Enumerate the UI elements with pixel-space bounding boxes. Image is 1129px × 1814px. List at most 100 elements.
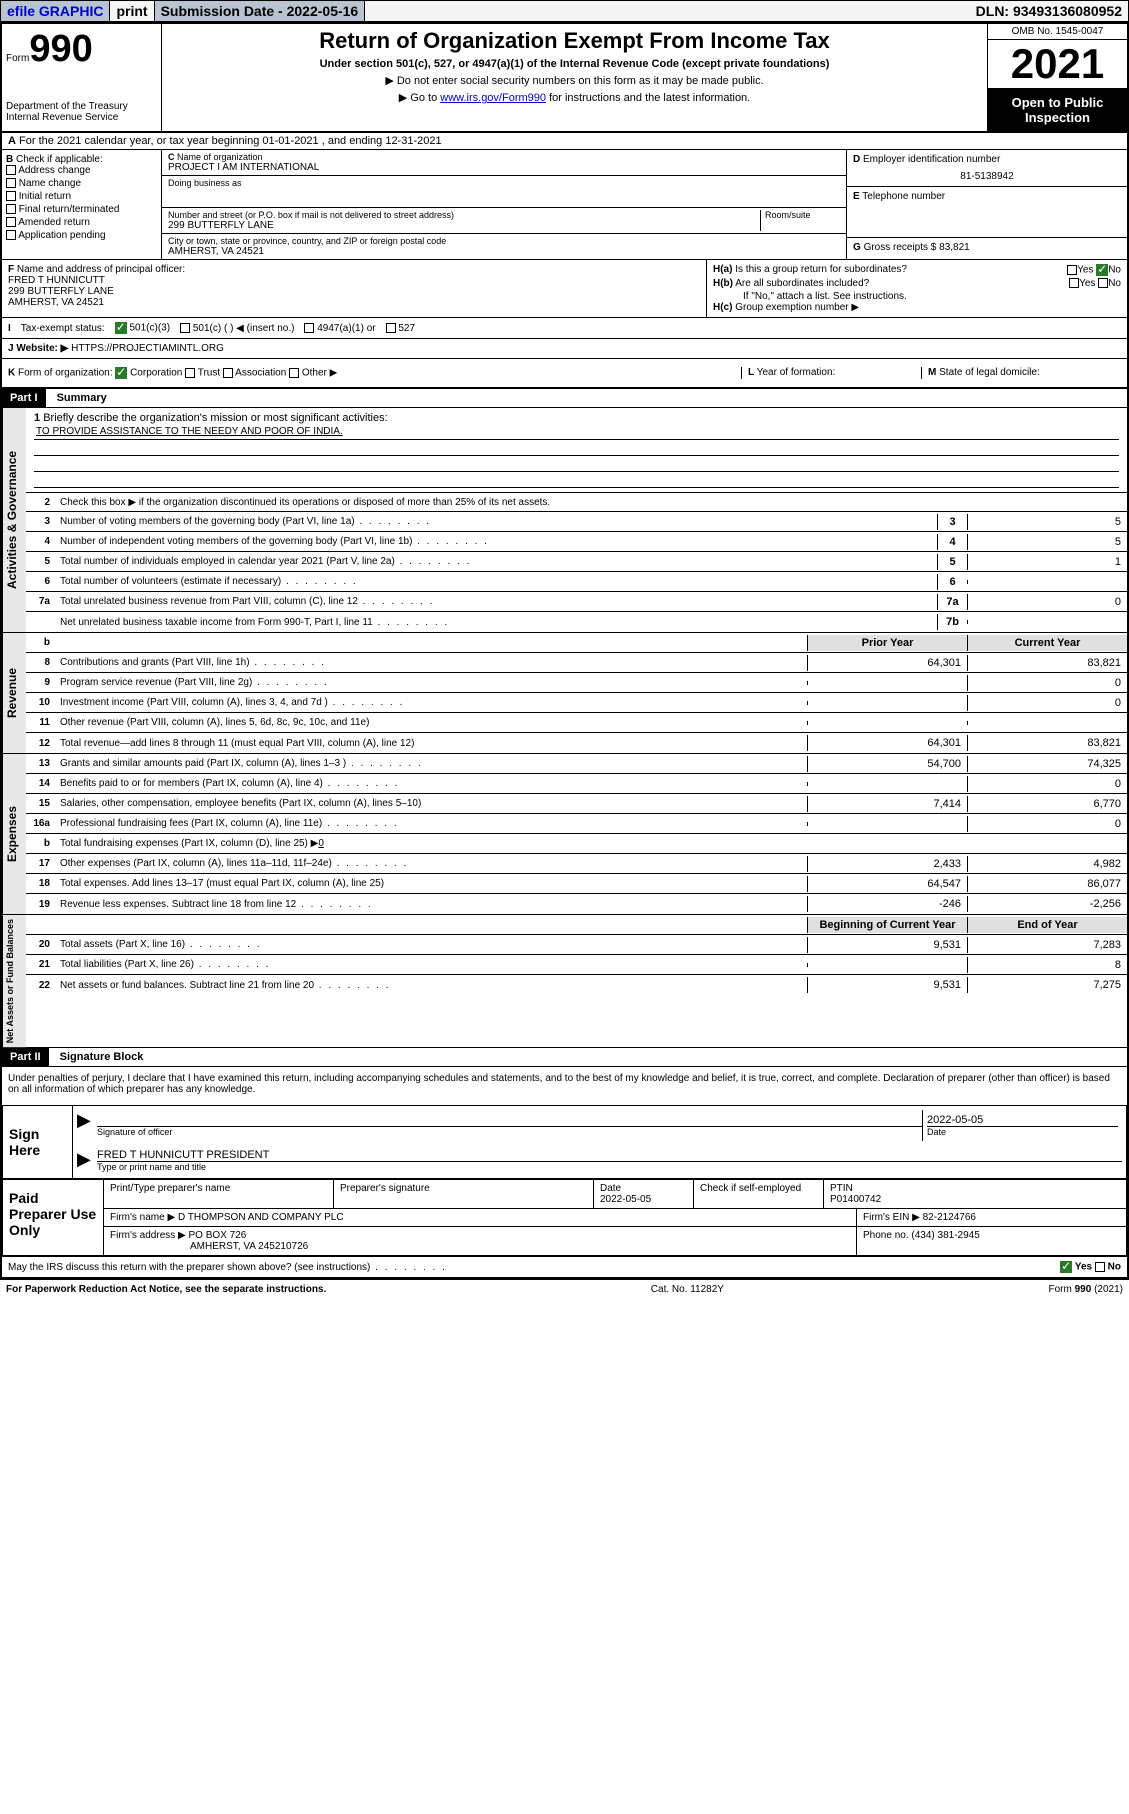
chk-discuss-yes[interactable] <box>1060 1261 1072 1273</box>
col-c-org: C Name of organization PROJECT I AM INTE… <box>162 150 847 259</box>
footer-catno: Cat. No. 11282Y <box>651 1284 724 1295</box>
dln-number: DLN: 93493136080952 <box>970 1 1128 21</box>
p13: 54,700 <box>807 756 967 772</box>
website-value[interactable]: HTTPS://PROJECTIAMINTL.ORG <box>71 343 224 354</box>
chk-final[interactable] <box>6 204 16 214</box>
tab-expenses: Expenses <box>2 754 26 914</box>
firm-name: D THOMPSON AND COMPANY PLC <box>178 1212 344 1223</box>
chk-discuss-no[interactable] <box>1095 1262 1105 1272</box>
footer-form: Form 990 (2021) <box>1049 1284 1123 1295</box>
c9: 0 <box>967 675 1127 691</box>
discuss-row: May the IRS discuss this return with the… <box>2 1256 1127 1277</box>
p18: 64,547 <box>807 876 967 892</box>
row-i-status: I Tax-exempt status: 501(c)(3) 501(c) ( … <box>2 318 1127 339</box>
c10: 0 <box>967 695 1127 711</box>
e20: 7,283 <box>967 937 1127 953</box>
tab-netassets: Net Assets or Fund Balances <box>2 915 26 1047</box>
arrow-icon: ▶ <box>77 1110 91 1131</box>
gross-receipts: 83,821 <box>939 242 970 253</box>
org-street: 299 BUTTERFLY LANE <box>168 220 760 231</box>
chk-pending[interactable] <box>6 230 16 240</box>
row-fh: F Name and address of principal officer:… <box>2 260 1127 318</box>
chk-501c[interactable] <box>180 323 190 333</box>
tab-governance: Activities & Governance <box>2 408 26 632</box>
chk-address[interactable] <box>6 165 16 175</box>
sign-here-label: Sign Here <box>3 1106 73 1178</box>
h-group: H(a) Is this a group return for subordin… <box>707 260 1127 317</box>
firm-ein: 82-2124766 <box>923 1212 976 1223</box>
row-j-website: J Website: ▶ HTTPS://PROJECTIAMINTL.ORG <box>2 339 1127 359</box>
chk-hb-yes[interactable] <box>1069 278 1079 288</box>
paid-preparer-box: Paid Preparer Use Only Print/Type prepar… <box>2 1179 1127 1256</box>
governance-section: Activities & Governance 1 Briefly descri… <box>2 408 1127 633</box>
efile-link[interactable]: efile GRAPHIC <box>1 1 110 21</box>
row-k-formorg: K Form of organization: Corporation Trus… <box>2 359 1127 389</box>
netassets-section: Net Assets or Fund Balances Beginning of… <box>2 915 1127 1048</box>
chk-corp[interactable] <box>115 367 127 379</box>
chk-hb-no[interactable] <box>1098 278 1108 288</box>
irs-link[interactable]: www.irs.gov/Form990 <box>440 92 546 104</box>
officer-sig-label: Signature of officer <box>97 1126 922 1137</box>
firm-phone: (434) 381-2945 <box>911 1230 979 1241</box>
v-line5: 1 <box>967 554 1127 570</box>
c12: 83,821 <box>967 735 1127 751</box>
chk-501c3[interactable] <box>115 322 127 334</box>
p19: -246 <box>807 896 967 912</box>
officer-name: FRED T HUNNICUTT PRESIDENT <box>97 1149 1122 1161</box>
chk-name[interactable] <box>6 178 16 188</box>
chk-assoc[interactable] <box>223 368 233 378</box>
print-label[interactable]: print <box>110 1 154 21</box>
col-de: D Employer identification number 81-5138… <box>847 150 1127 259</box>
form-subtitle: Under section 501(c), 527, or 4947(a)(1)… <box>166 58 983 70</box>
v-line6 <box>967 580 1127 584</box>
submission-date: Submission Date - 2022-05-16 <box>155 1 366 21</box>
prep-date: 2022-05-05 <box>600 1194 651 1205</box>
part-i-hdr: Part I <box>2 389 46 407</box>
row-a-period: A For the 2021 calendar year, or tax yea… <box>2 133 1127 150</box>
chk-ha-no[interactable] <box>1096 264 1108 276</box>
chk-trust[interactable] <box>185 368 195 378</box>
c13: 74,325 <box>967 756 1127 772</box>
arrow-icon: ▶ <box>77 1149 91 1170</box>
sign-here-row: Sign Here ▶ Signature of officer 2022-05… <box>2 1105 1127 1179</box>
chk-initial[interactable] <box>6 191 16 201</box>
b20: 9,531 <box>807 937 967 953</box>
e21: 8 <box>967 957 1127 973</box>
footer: For Paperwork Reduction Act Notice, see … <box>0 1279 1129 1299</box>
open-public-badge: Open to Public Inspection <box>988 89 1127 131</box>
p17: 2,433 <box>807 856 967 872</box>
e22: 7,275 <box>967 977 1127 993</box>
part-ii-hdr: Part II <box>2 1048 49 1066</box>
p15: 7,414 <box>807 796 967 812</box>
org-city: AMHERST, VA 24521 <box>168 246 840 257</box>
v-line3: 5 <box>967 514 1127 530</box>
c18: 86,077 <box>967 876 1127 892</box>
b22: 9,531 <box>807 977 967 993</box>
tax-year: 2021 <box>988 40 1127 89</box>
chk-other[interactable] <box>289 368 299 378</box>
col-b-checkboxes: B Check if applicable: Address change Na… <box>2 150 162 259</box>
f-officer: F Name and address of principal officer:… <box>2 260 707 317</box>
form-number: 990 <box>29 28 92 70</box>
part-ii-bar: Part II Signature Block <box>2 1048 1127 1067</box>
revenue-section: Revenue bPrior YearCurrent Year 8Contrib… <box>2 633 1127 754</box>
chk-527[interactable] <box>386 323 396 333</box>
expenses-section: Expenses 13Grants and similar amounts pa… <box>2 754 1127 915</box>
chk-ha-yes[interactable] <box>1067 265 1077 275</box>
header-mid: Return of Organization Exempt From Incom… <box>162 24 987 131</box>
chk-4947[interactable] <box>304 323 314 333</box>
c15: 6,770 <box>967 796 1127 812</box>
firm-addr: PO BOX 726 <box>189 1230 247 1241</box>
note-link: Go to www.irs.gov/Form990 for instructio… <box>166 91 983 104</box>
header-left: Form990 Department of the Treasury Inter… <box>2 24 162 131</box>
c8: 83,821 <box>967 655 1127 671</box>
part-i-bar: Part I Summary <box>2 389 1127 408</box>
top-bar: efile GRAPHIC print Submission Date - 20… <box>0 0 1129 22</box>
chk-amended[interactable] <box>6 217 16 227</box>
sig-date-value: 2022-05-05 <box>927 1114 1118 1126</box>
form-header: Form990 Department of the Treasury Inter… <box>2 24 1127 133</box>
note-ssn: Do not enter social security numbers on … <box>166 74 983 87</box>
bcde-row: B Check if applicable: Address change Na… <box>2 150 1127 260</box>
tab-revenue: Revenue <box>2 633 26 753</box>
p8: 64,301 <box>807 655 967 671</box>
